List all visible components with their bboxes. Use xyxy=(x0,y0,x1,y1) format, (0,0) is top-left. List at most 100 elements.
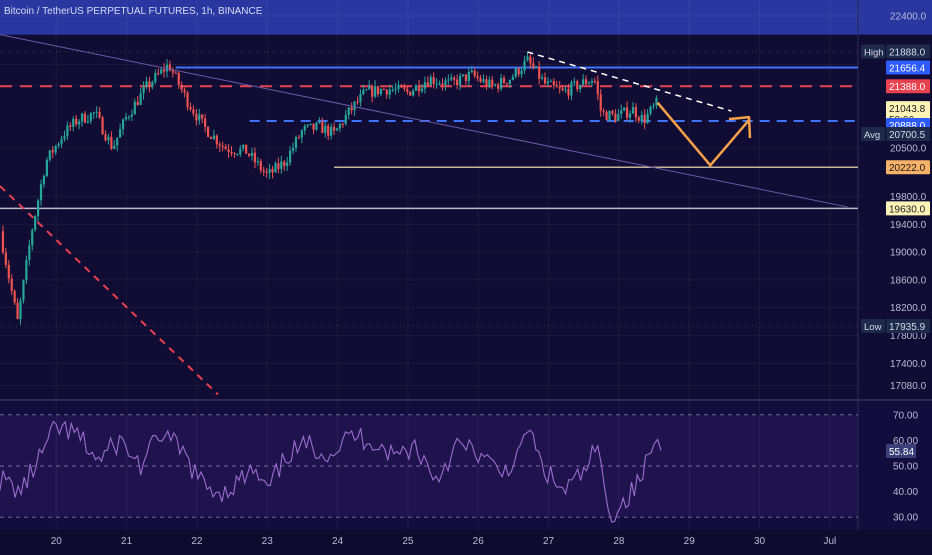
candle-body xyxy=(101,117,104,135)
candle-body xyxy=(406,88,409,92)
candle-body xyxy=(221,145,224,147)
candle-body xyxy=(69,125,72,127)
candle-body xyxy=(558,87,561,89)
rsi-tick-label: 70.00 xyxy=(893,410,918,421)
candle-body xyxy=(488,79,491,87)
tag-value-high-bg xyxy=(886,44,930,59)
candle-body xyxy=(593,80,596,82)
candle-body xyxy=(400,84,403,88)
tag-value-avg-bg xyxy=(886,126,930,141)
candle-body xyxy=(116,137,119,146)
tag-value-low: 17935.9 xyxy=(889,322,926,333)
candle-body xyxy=(242,144,245,149)
candle-body xyxy=(72,118,75,127)
current-price: 21043.8 xyxy=(889,104,926,115)
trendline-white-dashed xyxy=(527,51,732,112)
candle-body xyxy=(10,278,13,291)
candle-body xyxy=(7,264,10,279)
candle-body xyxy=(520,70,523,75)
candle-body xyxy=(623,107,626,111)
candle-body xyxy=(309,123,312,125)
candle-body xyxy=(45,159,48,176)
candle-body xyxy=(350,107,353,111)
candle-body xyxy=(268,169,271,173)
candle-body xyxy=(561,88,564,91)
candle-body xyxy=(306,124,309,127)
candle-body xyxy=(587,82,591,85)
level-label-21388: 21388.0 xyxy=(889,82,926,93)
candle-body xyxy=(382,89,385,91)
candle-body xyxy=(19,300,22,319)
candle-body xyxy=(535,66,538,68)
candle-body xyxy=(224,146,227,150)
candle-body xyxy=(426,82,429,86)
y-tick-label: 19800.0 xyxy=(890,192,927,203)
candle-body xyxy=(332,126,336,131)
candle-body xyxy=(564,89,567,91)
candle-body xyxy=(265,171,268,173)
candle-body xyxy=(552,81,555,86)
candle-body xyxy=(212,135,216,139)
candle-body xyxy=(227,149,230,152)
trendline-red-dashed xyxy=(0,185,219,396)
candle-body xyxy=(209,136,213,139)
y-tick-label: 22400.0 xyxy=(890,11,927,22)
candle-body xyxy=(359,93,362,103)
candle-body xyxy=(42,175,46,185)
candle-body xyxy=(262,170,265,172)
candle-body xyxy=(508,79,511,85)
candle-body xyxy=(259,161,262,171)
candle-body xyxy=(162,69,166,72)
candle-body xyxy=(291,147,295,151)
candle-body xyxy=(429,77,432,86)
candle-body xyxy=(347,107,350,116)
x-tick-label: 28 xyxy=(613,536,625,547)
candle-body xyxy=(256,161,259,163)
candle-body xyxy=(57,144,60,146)
candle-body xyxy=(625,107,629,118)
candle-body xyxy=(579,84,582,90)
candle-body xyxy=(283,161,286,166)
rsi-tick-label: 60.00 xyxy=(893,436,918,447)
x-tick-label: 20 xyxy=(51,536,63,547)
candle-body xyxy=(230,151,233,154)
candle-body xyxy=(215,135,218,145)
candle-body xyxy=(450,77,453,80)
projection-arrow xyxy=(656,101,750,167)
candle-body xyxy=(338,123,342,129)
y-tick-label: 17400.0 xyxy=(890,359,927,370)
candle-body xyxy=(98,111,101,118)
candle-body xyxy=(236,154,239,156)
candle-body xyxy=(453,77,456,80)
candle-body xyxy=(373,86,377,97)
candle-body xyxy=(321,121,324,134)
candle-body xyxy=(356,101,359,103)
candle-body xyxy=(148,81,151,87)
candle-body xyxy=(107,136,110,141)
candle-body xyxy=(171,70,174,73)
candle-body xyxy=(330,126,333,136)
tag-low-bg xyxy=(861,319,885,334)
candle-body xyxy=(54,145,57,153)
candle-body xyxy=(4,252,7,265)
candle-body xyxy=(417,85,421,92)
candle-body xyxy=(517,68,520,75)
candle-body xyxy=(499,77,503,89)
candle-body xyxy=(157,73,160,75)
candle-body xyxy=(628,113,632,118)
candle-body xyxy=(250,152,254,156)
candle-body xyxy=(110,136,113,149)
candle-body xyxy=(576,81,579,90)
rsi-pane xyxy=(0,414,858,524)
candle-body xyxy=(637,117,640,121)
candle-body xyxy=(458,75,462,86)
candle-body xyxy=(655,98,658,106)
candle-body xyxy=(464,74,468,82)
candle-body xyxy=(233,153,236,155)
candle-body xyxy=(526,56,529,61)
y-tick-label: 19000.0 xyxy=(890,248,927,259)
candle-body xyxy=(60,138,63,145)
tag-value-avg: 20700.5 xyxy=(889,130,926,141)
candle-body xyxy=(271,169,274,173)
